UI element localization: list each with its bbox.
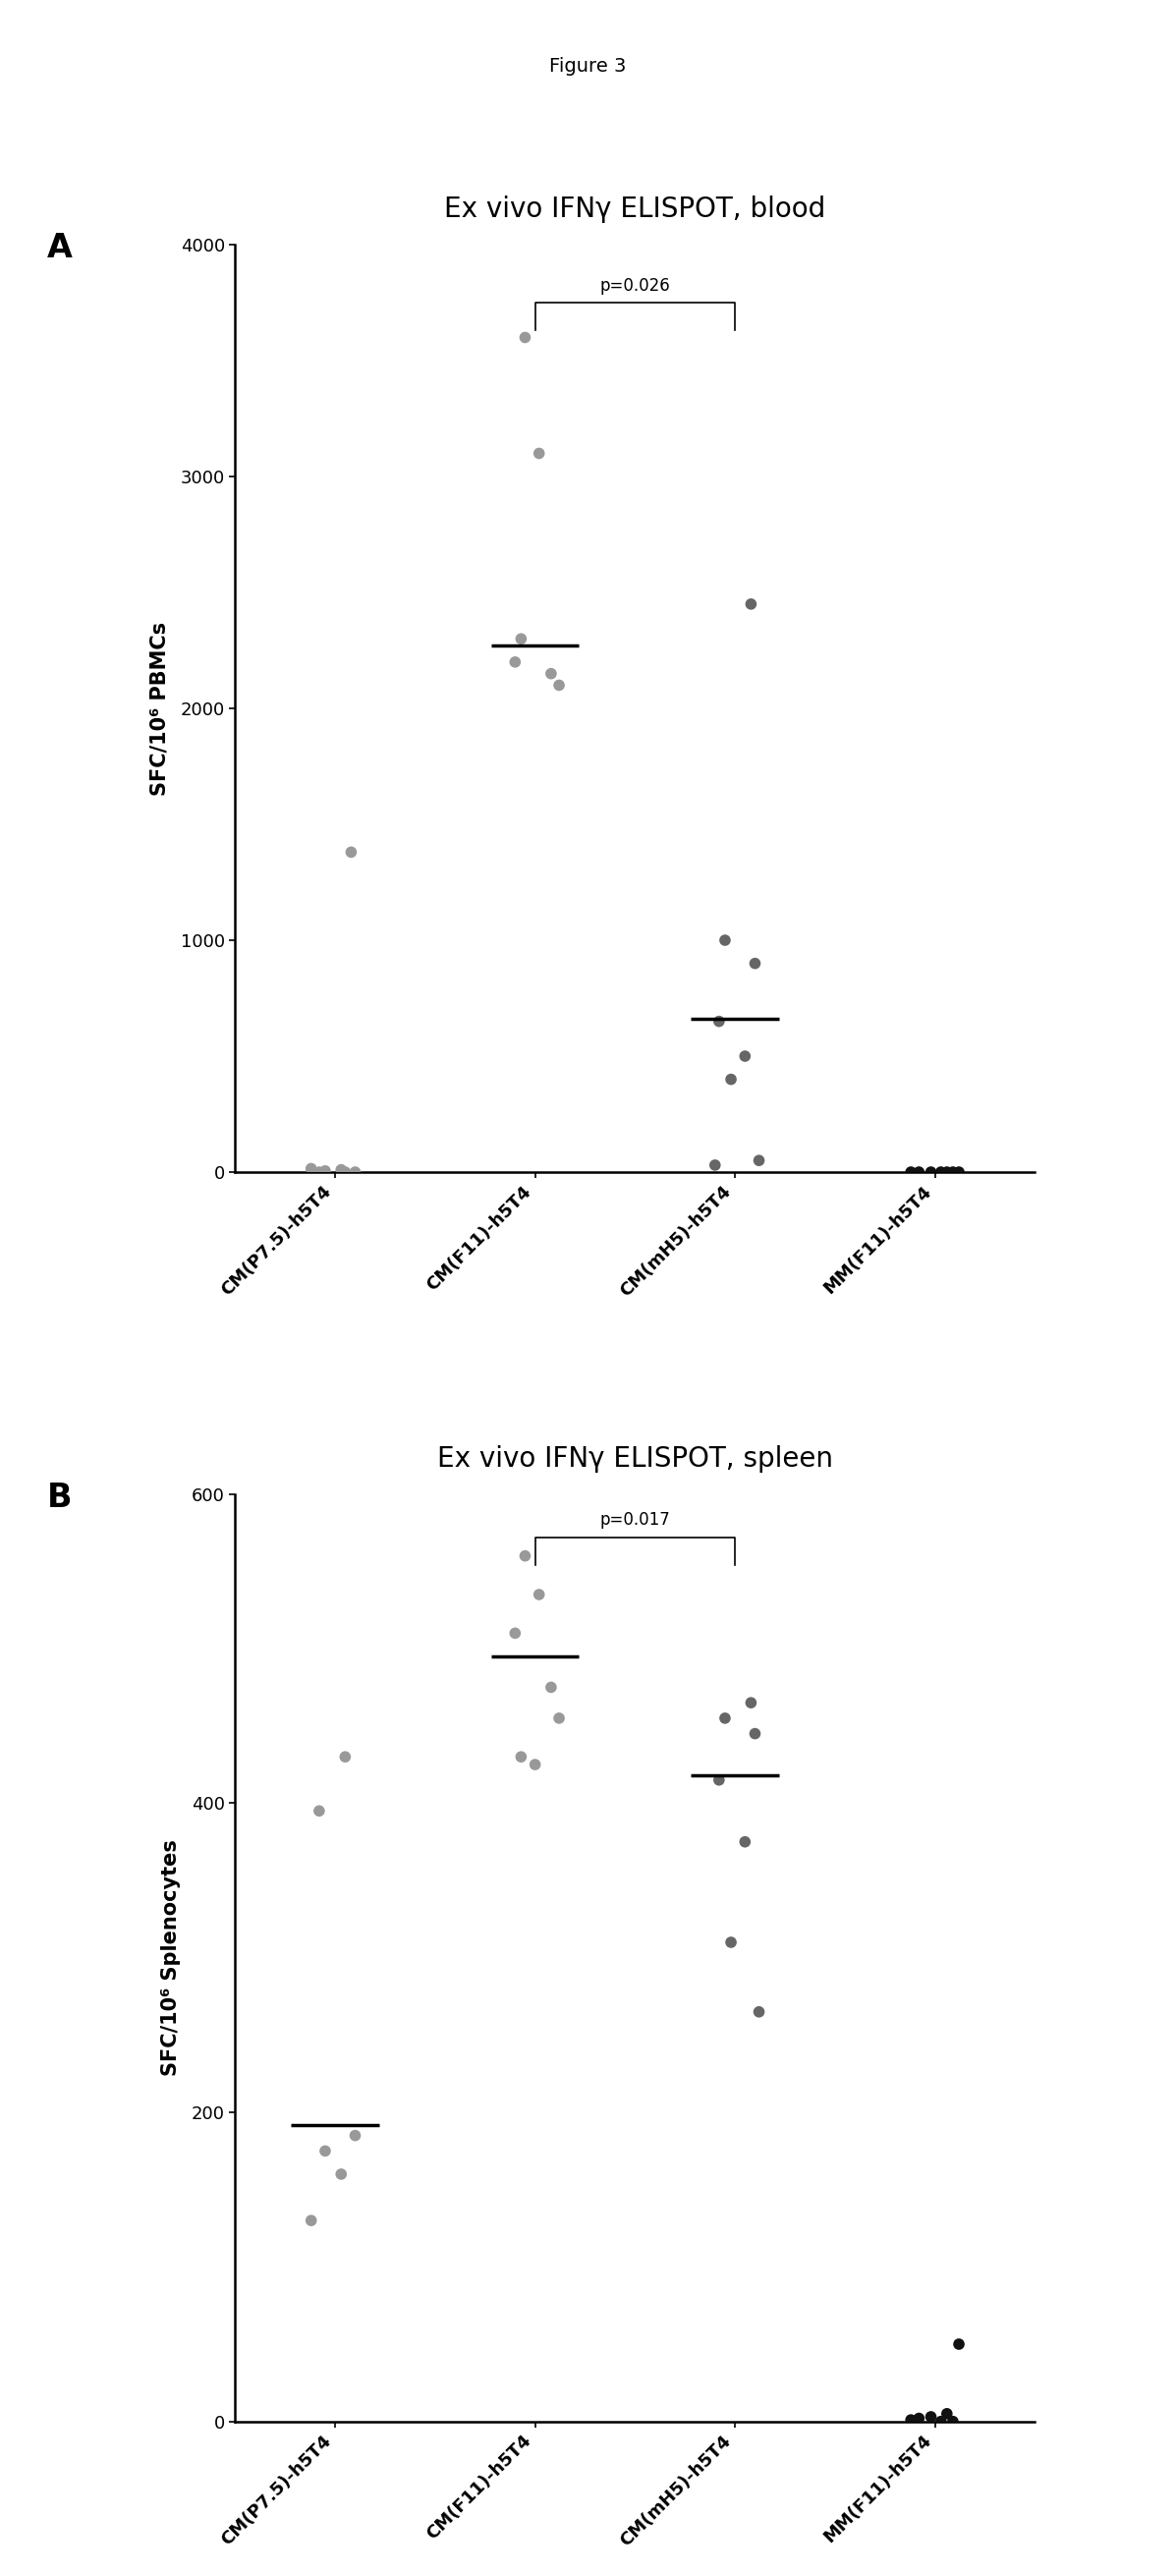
Point <box>722 1059 741 1100</box>
Point <box>315 1151 335 1193</box>
Text: p=0.017: p=0.017 <box>600 1512 670 1530</box>
Point <box>515 317 534 358</box>
Point <box>909 2398 928 2439</box>
Point <box>332 1149 350 1190</box>
Text: B: B <box>47 1481 72 1515</box>
Point <box>749 1991 768 2032</box>
Point <box>736 1036 755 1077</box>
Text: Figure 3: Figure 3 <box>549 57 627 75</box>
Point <box>931 2401 950 2442</box>
Point <box>529 433 548 474</box>
Y-axis label: SFC/10⁶ PBMCs: SFC/10⁶ PBMCs <box>151 621 169 796</box>
Point <box>302 1149 321 1190</box>
Point <box>742 582 761 623</box>
Point <box>542 652 561 693</box>
Y-axis label: SFC/10⁶ Splenocytes: SFC/10⁶ Splenocytes <box>161 1839 181 2076</box>
Point <box>706 1144 724 1185</box>
Point <box>346 2115 365 2156</box>
Point <box>922 2396 941 2437</box>
Point <box>736 1821 755 1862</box>
Point <box>922 1151 941 1193</box>
Point <box>949 1151 968 1193</box>
Point <box>909 1151 928 1193</box>
Point <box>526 1744 544 1785</box>
Title: Ex vivo IFNγ ELISPOT, blood: Ex vivo IFNγ ELISPOT, blood <box>445 196 826 224</box>
Point <box>336 1736 355 1777</box>
Point <box>529 1574 548 1615</box>
Point <box>542 1667 561 1708</box>
Text: p=0.026: p=0.026 <box>600 276 670 294</box>
Point <box>931 1151 950 1193</box>
Point <box>937 1151 956 1193</box>
Point <box>709 1759 728 1801</box>
Point <box>549 665 568 706</box>
Point <box>902 1151 921 1193</box>
Point <box>506 1613 524 1654</box>
Point <box>309 1151 328 1193</box>
Text: A: A <box>47 232 73 265</box>
Point <box>746 943 764 984</box>
Point <box>742 1682 761 1723</box>
Point <box>715 920 734 961</box>
Point <box>302 2200 321 2241</box>
Point <box>336 1151 355 1193</box>
Point <box>722 1922 741 1963</box>
Point <box>943 1151 962 1193</box>
Point <box>902 2398 921 2439</box>
Point <box>949 2324 968 2365</box>
Point <box>943 2401 962 2442</box>
Point <box>515 1535 534 1577</box>
Point <box>512 618 530 659</box>
Point <box>346 1151 365 1193</box>
Point <box>512 1736 530 1777</box>
Point <box>749 1139 768 1180</box>
Point <box>332 2154 350 2195</box>
Point <box>746 1713 764 1754</box>
Point <box>342 832 361 873</box>
Point <box>315 2130 335 2172</box>
Title: Ex vivo IFNγ ELISPOT, spleen: Ex vivo IFNγ ELISPOT, spleen <box>437 1445 833 1473</box>
Point <box>709 999 728 1041</box>
Point <box>506 641 524 683</box>
Point <box>715 1698 734 1739</box>
Point <box>309 1790 328 1832</box>
Point <box>937 2393 956 2434</box>
Point <box>549 1698 568 1739</box>
